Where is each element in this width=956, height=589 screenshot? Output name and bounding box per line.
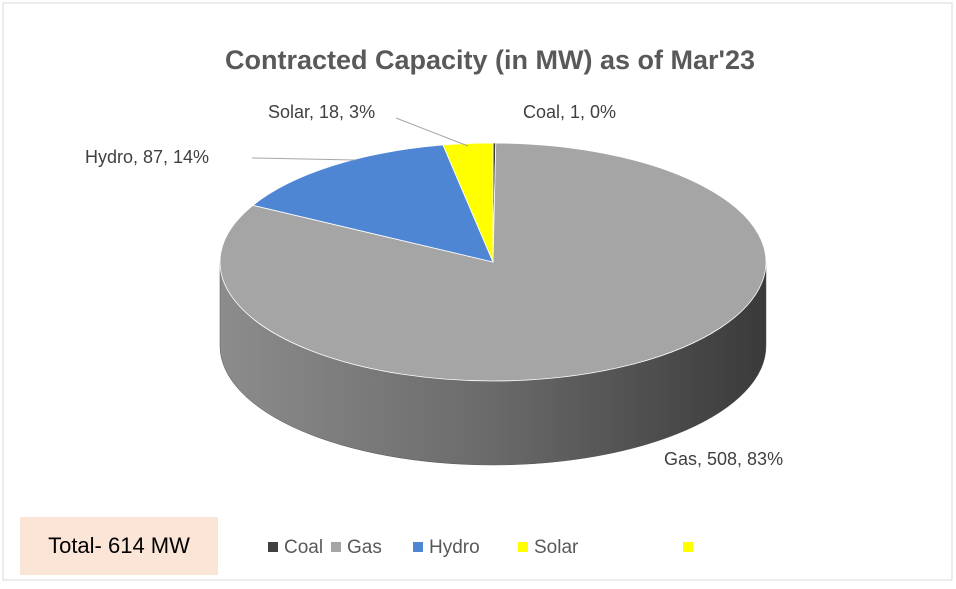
total-annotation: Total- 614 MW <box>48 533 190 558</box>
legend-marker <box>518 542 528 552</box>
leader-line <box>251 157 356 161</box>
legend-label: Solar <box>534 537 579 558</box>
pie: Coal, 1, 0% Gas, 508, 83% Hydro, 87, 14% So… <box>85 102 783 469</box>
total-box <box>20 517 218 575</box>
data-label: Gas, 508, 83% <box>664 449 783 469</box>
data-label: Solar, 18, 3% <box>268 102 375 122</box>
data-label: Hydro, 87, 14% <box>85 147 209 167</box>
legend-marker <box>331 542 341 552</box>
legend-marker <box>268 542 278 552</box>
legend-marker <box>413 542 423 552</box>
data-label: Coal, 1, 0% <box>523 102 616 122</box>
legend-label: Hydro <box>429 537 480 558</box>
legend-label: Gas <box>347 537 382 558</box>
pie-slice <box>442 142 494 263</box>
legend: Coal Gas Hydro Solar <box>268 537 579 558</box>
legend-marker-extra <box>683 542 693 552</box>
pie-slice <box>219 142 767 382</box>
pie-slice <box>252 144 494 263</box>
legend-label: Coal <box>284 537 323 558</box>
leader-line <box>395 117 469 147</box>
chart-title: Contracted Capacity (in MW) as of Mar'23 <box>225 45 755 75</box>
